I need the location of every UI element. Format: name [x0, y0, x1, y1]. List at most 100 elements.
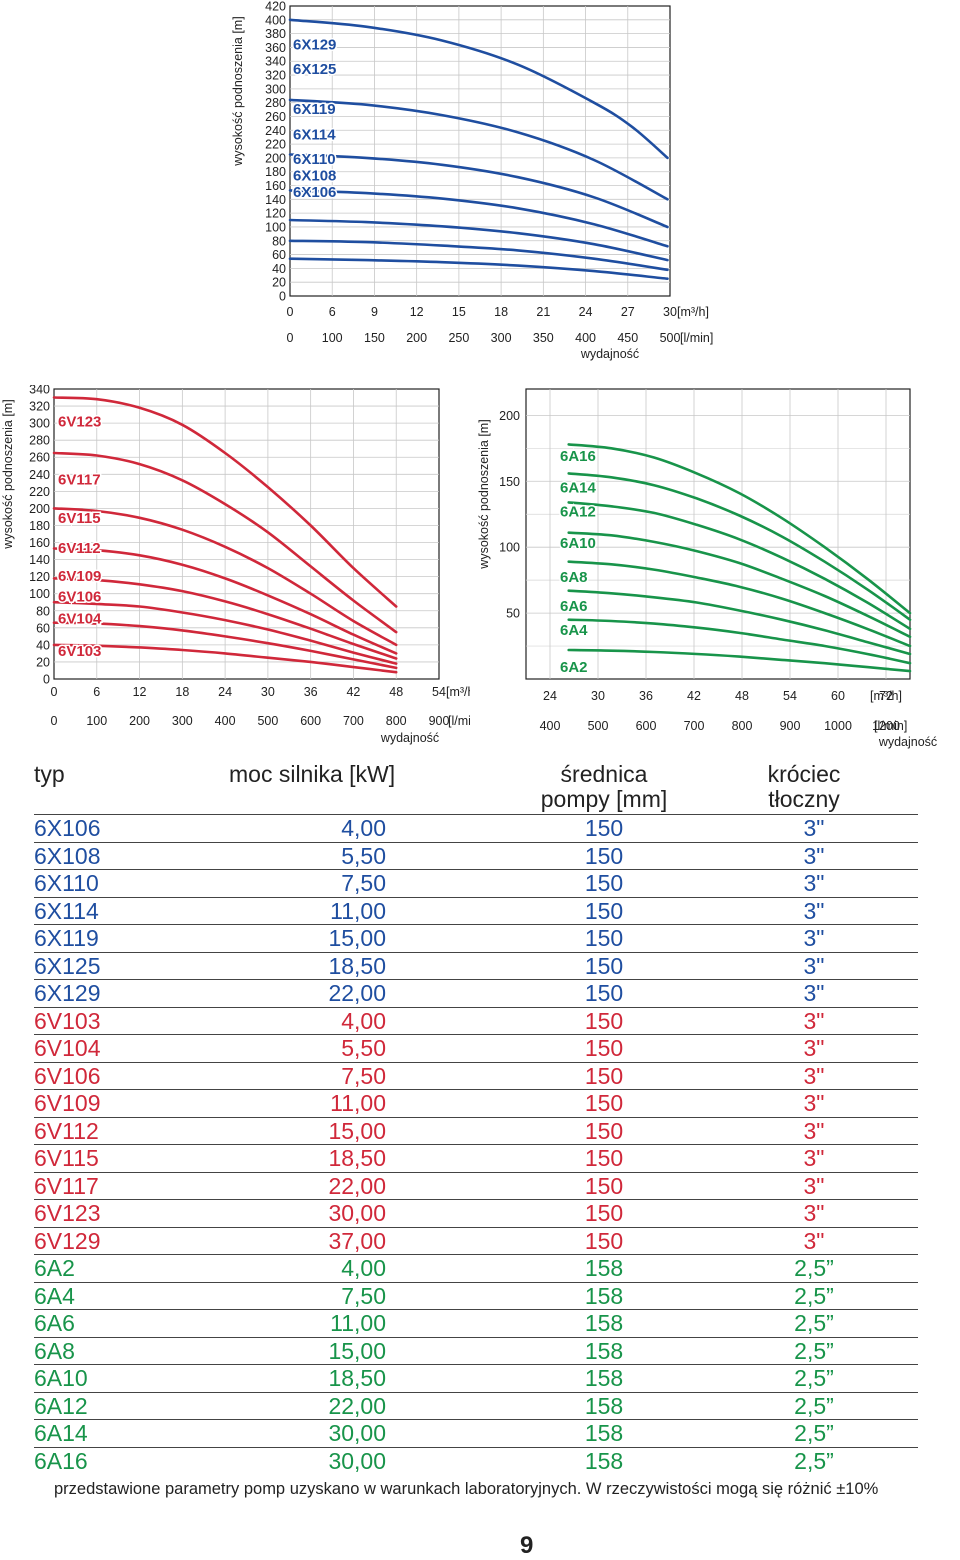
cell-srednica: 158 — [584, 1255, 624, 1281]
series-label: 6A8 — [560, 569, 588, 586]
cell-srednica: 158 — [584, 1365, 624, 1391]
cell-moc: 18,50 — [328, 952, 386, 979]
cell-moc: 22,00 — [328, 980, 386, 1006]
cell-krociec: 2,5” — [794, 1310, 834, 1336]
y-tick-label: 200 — [265, 151, 286, 165]
series-label: 6X129 — [293, 36, 336, 53]
y-tick-label: 160 — [265, 179, 286, 193]
cell-moc: 7,50 — [341, 870, 386, 896]
cell-moc: 4,00 — [341, 1007, 386, 1034]
cell-srednica: 150 — [584, 1145, 624, 1171]
cell-moc: 5,50 — [341, 842, 386, 869]
y-tick-label: 360 — [265, 41, 286, 55]
x-tick-label-bottom: 350 — [533, 331, 554, 345]
table-row: 6A10 18,50 158 2,5” — [34, 1364, 918, 1392]
table-row: 6V104 5,50 150 3" — [34, 1034, 918, 1062]
cell-krociec: 3" — [803, 897, 825, 924]
table-row: 6A16 30,00 158 2,5” — [34, 1446, 918, 1475]
cell-krociec: 3" — [803, 1227, 825, 1254]
cell-srednica: 158 — [584, 1447, 624, 1474]
series-label: 6A16 — [560, 448, 596, 465]
x-tick-label-bottom: 600 — [300, 714, 321, 728]
cell-krociec: 3" — [803, 842, 825, 869]
cell-krociec: 2,5” — [794, 1420, 834, 1446]
y-tick-label: 50 — [506, 607, 520, 621]
series-label: 6A12 — [560, 503, 596, 520]
cell-moc: 30,00 — [328, 1420, 386, 1446]
table-row: 6X119 15,00 150 3" — [34, 924, 918, 952]
cell-typ: 6V109 — [34, 1090, 101, 1116]
cell-srednica: 158 — [584, 1392, 624, 1419]
header-srednica-line2: pompy [mm] — [540, 786, 668, 812]
x-tick-label-bottom: 500 — [588, 719, 609, 733]
y-tick-label: 220 — [265, 138, 286, 152]
cell-moc: 11,00 — [330, 1090, 386, 1116]
y-tick-label: 160 — [29, 536, 50, 550]
y-tick-label: 20 — [36, 655, 50, 669]
series-line-6a4 — [567, 618, 912, 665]
table-row: 6A14 30,00 158 2,5” — [34, 1419, 918, 1447]
x-tick-label-bottom: 150 — [364, 331, 385, 345]
x-tick-label-bottom: 1000 — [824, 719, 852, 733]
table-row: 6V103 4,00 150 3" — [34, 1006, 918, 1035]
series-line-6a10 — [567, 531, 912, 639]
x-tick-label-bottom: 700 — [343, 714, 364, 728]
cell-krociec: 2,5” — [794, 1392, 834, 1419]
x-tick-label-top: 12 — [410, 305, 424, 319]
cell-krociec: 3" — [803, 1062, 825, 1089]
y-axis-title: wysokość podnoszenia [m] — [477, 419, 491, 569]
cell-srednica: 150 — [584, 1200, 624, 1226]
y-tick-label: 340 — [29, 385, 50, 397]
cell-krociec: 3" — [803, 1172, 825, 1199]
cell-typ: 6X129 — [34, 980, 101, 1006]
footnote: przedstawione parametry pomp uzyskano w … — [54, 1480, 879, 1498]
cell-srednica: 150 — [584, 1227, 624, 1254]
table-row: 6V115 18,50 150 3" — [34, 1144, 918, 1172]
cell-krociec: 3" — [803, 1007, 825, 1034]
table-row: 6X110 7,50 150 3" — [34, 869, 918, 897]
cell-krociec: 3" — [803, 815, 825, 841]
series-line-6x119 — [288, 153, 669, 229]
cell-typ: 6V106 — [34, 1062, 101, 1089]
x-tick-label-top: 6 — [329, 305, 336, 319]
y-tick-label: 100 — [265, 220, 286, 234]
header-moc: moc silnika [kW] — [229, 761, 396, 787]
series-line-6v123 — [52, 396, 398, 608]
chart-6a: 50 100 150 200 24 30 36 42 48 54 60 72 400 500 600 700 8… — [477, 388, 937, 749]
series-line-6x106 — [288, 257, 669, 280]
cell-krociec: 2,5” — [794, 1337, 834, 1364]
cell-srednica: 150 — [584, 1062, 624, 1089]
x-tick-label-bottom: 800 — [386, 714, 407, 728]
x-tick-label-bottom: 1200 — [872, 719, 900, 733]
table-row: 6A2 4,00 158 2,5” — [34, 1254, 918, 1282]
series-line-6x125 — [288, 98, 669, 201]
cell-typ: 6A4 — [34, 1282, 75, 1309]
x-tick-label-bottom: 100 — [322, 331, 343, 345]
cell-typ: 6V115 — [34, 1145, 99, 1171]
cell-moc: 18,50 — [328, 1145, 386, 1171]
cell-krociec: 3" — [803, 925, 825, 951]
x-tick-label-top: 54 — [783, 689, 797, 703]
cell-moc: 11,00 — [330, 897, 386, 924]
y-tick-label: 180 — [29, 519, 50, 533]
x-tick-label-top: 15 — [452, 305, 466, 319]
cell-srednica: 150 — [584, 897, 624, 924]
series-label: 6V115 — [58, 510, 101, 527]
table-row: 6V129 37,00 150 3" — [34, 1226, 918, 1255]
series-label: 6X106 — [293, 184, 336, 201]
series-line-6x108 — [288, 239, 669, 272]
cell-moc: 4,00 — [341, 1255, 386, 1281]
y-tick-label: 300 — [265, 82, 286, 96]
series-label: 6X119 — [293, 101, 336, 118]
cell-srednica: 150 — [584, 952, 624, 979]
cell-moc: 15,00 — [328, 925, 386, 951]
cell-typ: 6A8 — [34, 1337, 75, 1364]
x-tick-label-bottom: 200 — [406, 331, 427, 345]
header-typ: typ — [34, 761, 65, 787]
series-label: 6V104 — [58, 611, 102, 628]
x-tick-label-bottom: 0 — [51, 714, 58, 728]
x-tick-label-top: 24 — [579, 305, 593, 319]
x-tick-label-top: 42 — [346, 685, 360, 699]
table-row: 6V112 15,00 150 3" — [34, 1116, 918, 1145]
table-row: 6X114 11,00 150 3" — [34, 896, 918, 925]
